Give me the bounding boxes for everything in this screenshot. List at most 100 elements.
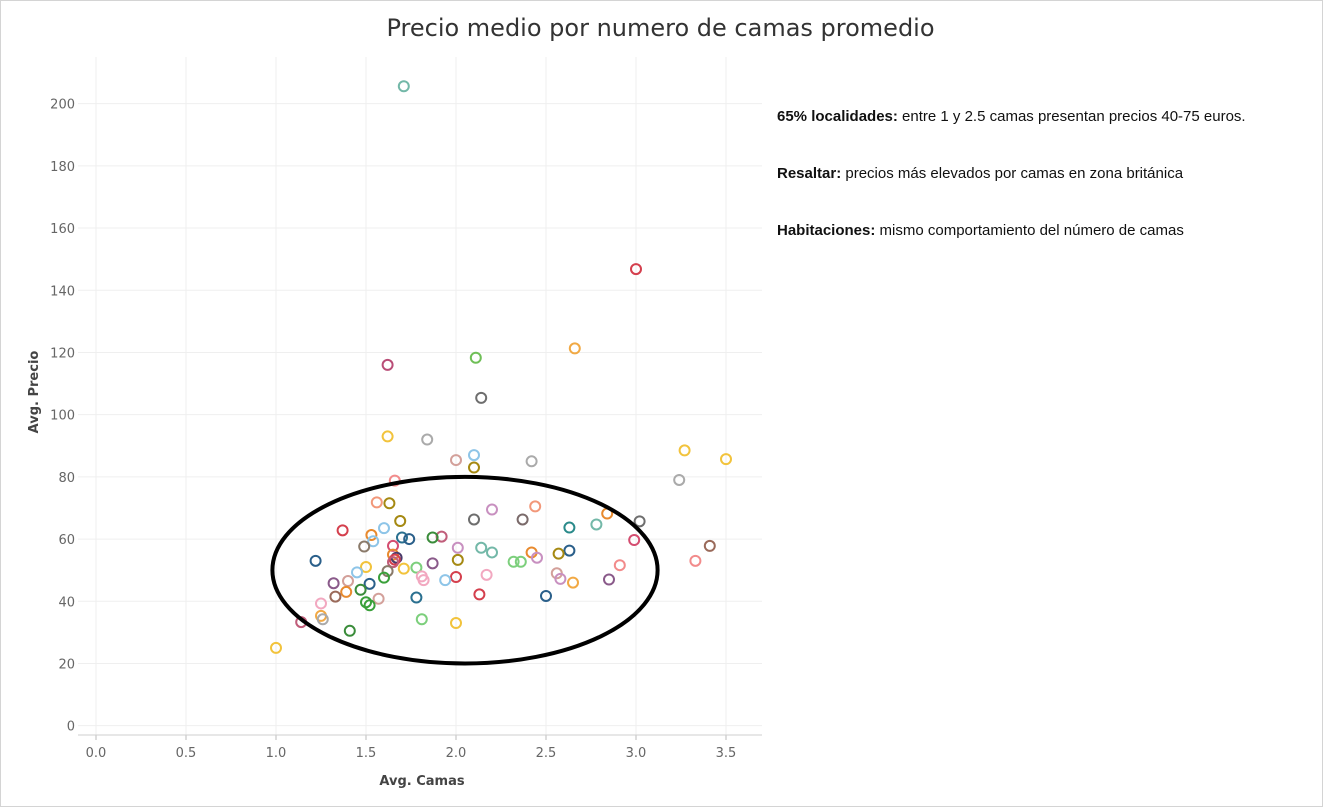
scatter-point[interactable] xyxy=(397,562,410,575)
scatter-point[interactable] xyxy=(417,574,430,587)
scatter-point[interactable] xyxy=(365,529,378,542)
scatter-point[interactable] xyxy=(415,613,428,626)
scatter-point[interactable] xyxy=(552,547,565,560)
axes: 0.0 0.5 1.0 1.5 2.0 2.5 3.0 3.5 0 20 40 60 80 100 120 1… xyxy=(50,98,762,761)
scatter-point[interactable] xyxy=(613,559,626,572)
scatter-point[interactable] xyxy=(633,515,646,528)
scatter-point[interactable] xyxy=(370,496,383,509)
scatter-point[interactable] xyxy=(381,430,394,443)
scatter-point[interactable] xyxy=(469,351,482,364)
scatter-point[interactable] xyxy=(554,572,567,585)
scatter-point[interactable] xyxy=(329,590,342,603)
scatter-point[interactable] xyxy=(563,544,576,557)
scatter-point[interactable] xyxy=(315,597,327,610)
scatter-point[interactable] xyxy=(603,573,615,586)
scatter-point[interactable] xyxy=(720,453,732,466)
scatter-point[interactable] xyxy=(450,617,462,630)
scatter-point[interactable] xyxy=(567,576,579,589)
scatter-point[interactable] xyxy=(486,546,498,559)
scatter-point[interactable] xyxy=(396,531,408,544)
scatter-point[interactable] xyxy=(397,80,410,93)
scatter-point[interactable] xyxy=(439,574,452,587)
scatter-point[interactable] xyxy=(516,513,529,526)
scatter-point[interactable] xyxy=(473,588,486,601)
scatter-point[interactable] xyxy=(363,599,376,612)
note-habitaciones-text: mismo comportamiento del número de camas xyxy=(875,222,1184,239)
note-resaltar: Resaltar: precios más elevados por camas… xyxy=(777,165,1183,182)
scatter-point[interactable] xyxy=(388,553,401,566)
scatter-point[interactable] xyxy=(354,583,367,596)
scatter-point[interactable] xyxy=(410,591,423,604)
scatter-point[interactable] xyxy=(387,539,399,552)
scatter-point[interactable] xyxy=(628,533,641,546)
scatter-point[interactable] xyxy=(381,565,394,578)
note-localidades-text: entre 1 y 2.5 camas presentan precios 40… xyxy=(897,108,1246,125)
x-tick-label: 2.5 xyxy=(536,746,557,761)
scatter-point[interactable] xyxy=(450,454,462,467)
scatter-point[interactable] xyxy=(486,503,498,516)
scatter-point[interactable] xyxy=(507,555,520,568)
scatter-point[interactable] xyxy=(336,524,349,537)
scatter-point[interactable] xyxy=(421,433,434,446)
scatter-point[interactable] xyxy=(568,342,581,355)
data-points[interactable] xyxy=(270,80,732,654)
scatter-point[interactable] xyxy=(475,391,488,404)
scatter-point[interactable] xyxy=(475,541,488,554)
scatter-point[interactable] xyxy=(387,556,399,569)
annotation-layer xyxy=(270,474,660,666)
x-tick-label: 0.5 xyxy=(176,746,197,761)
scatter-point[interactable] xyxy=(342,575,354,588)
scatter-point[interactable] xyxy=(270,641,282,654)
x-tick-label: 3.5 xyxy=(716,746,737,761)
scatter-point[interactable] xyxy=(563,521,576,534)
scatter-point[interactable] xyxy=(468,449,480,462)
scatter-point[interactable] xyxy=(590,518,603,531)
scatter-point[interactable] xyxy=(531,551,543,564)
x-tick-label: 0.0 xyxy=(86,746,107,761)
scatter-point[interactable] xyxy=(360,596,372,609)
scatter-point[interactable] xyxy=(678,444,691,457)
scatter-point[interactable] xyxy=(525,455,538,468)
scatter-point[interactable] xyxy=(410,561,423,574)
scatter-point[interactable] xyxy=(378,522,390,535)
scatter-point[interactable] xyxy=(403,533,416,546)
scatter-point[interactable] xyxy=(540,589,552,602)
scatter-point[interactable] xyxy=(316,613,329,626)
scatter-point[interactable] xyxy=(426,531,439,544)
scatter-point[interactable] xyxy=(309,554,322,567)
scatter-point[interactable] xyxy=(703,539,716,552)
scatter-point[interactable] xyxy=(450,571,462,584)
scatter-point[interactable] xyxy=(514,555,527,568)
scatter-point[interactable] xyxy=(689,554,702,567)
x-tick-label: 3.0 xyxy=(626,746,647,761)
scatter-point[interactable] xyxy=(426,557,439,570)
scatter-point[interactable] xyxy=(451,553,464,566)
scatter-point[interactable] xyxy=(529,500,542,513)
scatter-point[interactable] xyxy=(343,624,356,637)
scatter-point[interactable] xyxy=(358,540,371,553)
scatter-point[interactable] xyxy=(327,577,340,590)
scatter-point[interactable] xyxy=(468,461,480,474)
scatter-point[interactable] xyxy=(630,263,642,276)
scatter-point[interactable] xyxy=(383,497,396,510)
scatter-point[interactable] xyxy=(351,566,363,579)
scatter-point[interactable] xyxy=(372,592,385,605)
scatter-point[interactable] xyxy=(360,561,372,574)
scatter-point[interactable] xyxy=(394,515,407,528)
scatter-point[interactable] xyxy=(673,473,686,486)
scatter-point[interactable] xyxy=(451,541,464,554)
note-localidades: 65% localidades: entre 1 y 2.5 camas pre… xyxy=(777,108,1246,125)
note-localidades-label: 65% localidades: xyxy=(777,108,898,125)
note-habitaciones-label: Habitaciones: xyxy=(777,222,876,239)
scatter-point[interactable] xyxy=(480,568,493,581)
scatter-point[interactable] xyxy=(363,577,376,590)
scatter-point[interactable] xyxy=(367,535,380,548)
scatter-point[interactable] xyxy=(378,571,390,584)
scatter-point[interactable] xyxy=(468,513,480,526)
scatter-point[interactable] xyxy=(340,585,353,598)
x-tick-label: 1.0 xyxy=(266,746,287,761)
scatter-point[interactable] xyxy=(381,358,394,371)
note-resaltar-text: precios más elevados por camas en zona b… xyxy=(841,165,1184,182)
y-tick-label: 160 xyxy=(50,222,75,237)
